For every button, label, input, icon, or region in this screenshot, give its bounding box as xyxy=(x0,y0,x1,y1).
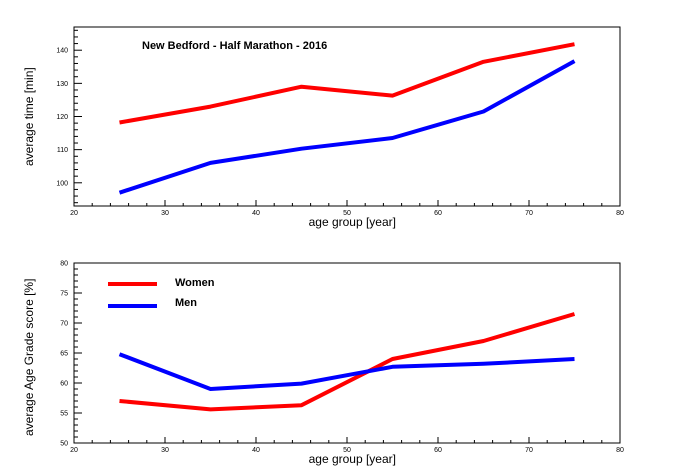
time-x-tick-label: 20 xyxy=(70,210,78,217)
agegrade-x-tick-label: 50 xyxy=(343,447,351,454)
time-x-axis-label: age group [year] xyxy=(309,215,396,229)
agegrade-panel: 20 30 40 50 60 70 80 50 55 60 65 70 75 80 age group [… xyxy=(22,261,624,467)
agegrade-y-tick-label: 80 xyxy=(60,261,68,268)
legend: Women Men xyxy=(108,277,215,309)
agegrade-y-tick-label: 75 xyxy=(60,291,68,298)
agegrade-axis-ticks: 20 30 40 50 60 70 80 50 55 60 65 70 75 80 xyxy=(60,261,624,455)
chart-title: New Bedford - Half Marathon - 2016 xyxy=(142,40,327,52)
agegrade-series-lines xyxy=(118,312,576,412)
agegrade-y-tick-label: 60 xyxy=(60,381,68,388)
time-axis-ticks: 20 30 40 50 60 70 80 100 110 120 130 140 xyxy=(56,29,624,217)
agegrade-x-axis-label: age group [year] xyxy=(309,452,396,466)
agegrade-women-line xyxy=(119,312,576,412)
time-y-tick-label: 120 xyxy=(56,114,68,121)
time-y-tick-label: 130 xyxy=(56,81,68,88)
legend-women-label: Women xyxy=(175,277,215,289)
agegrade-y-tick-label: 65 xyxy=(60,351,68,358)
agegrade-x-tick-label: 70 xyxy=(525,447,533,454)
legend-men-label: Men xyxy=(175,297,197,309)
agegrade-y-tick-label: 55 xyxy=(60,411,68,418)
time-y-tick-label: 100 xyxy=(56,180,68,187)
agegrade-x-tick-label: 30 xyxy=(161,447,169,454)
time-x-tick-label: 50 xyxy=(343,210,351,217)
time-series-0-line xyxy=(119,42,575,125)
agegrade-y-tick-label: 70 xyxy=(60,321,68,328)
time-series-1-line xyxy=(118,59,576,195)
agegrade-x-tick-label: 40 xyxy=(252,447,260,454)
agegrade-y-tick-label: 50 xyxy=(60,441,68,448)
agegrade-x-tick-label: 80 xyxy=(616,447,624,454)
time-panel: New Bedford - Half Marathon - 2016 20 30 4… xyxy=(22,26,624,229)
agegrade-plot-frame xyxy=(73,262,621,444)
time-x-tick-label: 70 xyxy=(525,210,533,217)
time-series-lines xyxy=(118,42,576,195)
time-x-tick-label: 80 xyxy=(616,210,624,217)
time-y-tick-label: 110 xyxy=(57,147,68,154)
time-x-tick-label: 40 xyxy=(252,210,260,217)
time-y-tick-label: 140 xyxy=(56,48,68,55)
agegrade-x-tick-label: 20 xyxy=(70,447,78,454)
agegrade-x-tick-label: 60 xyxy=(434,447,442,454)
time-y-axis-label: average time [min] xyxy=(22,67,36,166)
time-x-tick-label: 60 xyxy=(434,210,442,217)
agegrade-y-axis-label: average Age Grade score [%] xyxy=(22,279,36,436)
time-x-tick-label: 30 xyxy=(161,210,169,217)
agegrade-men-line xyxy=(118,352,575,391)
